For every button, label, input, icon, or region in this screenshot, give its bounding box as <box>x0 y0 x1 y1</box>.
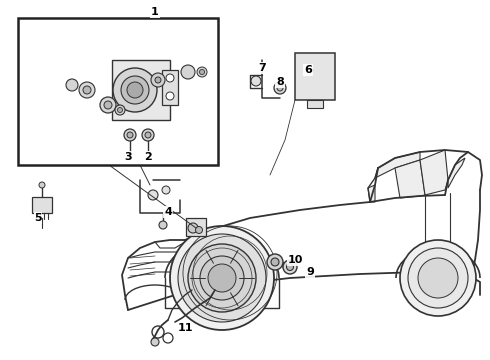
Circle shape <box>287 264 294 270</box>
Text: 9: 9 <box>306 267 314 277</box>
Circle shape <box>66 79 78 91</box>
Bar <box>32 197 52 213</box>
Text: 1: 1 <box>151 7 159 17</box>
Circle shape <box>113 68 157 112</box>
Circle shape <box>178 234 266 322</box>
Circle shape <box>208 264 236 292</box>
Circle shape <box>83 86 91 94</box>
Circle shape <box>170 226 274 330</box>
Circle shape <box>104 101 112 109</box>
Circle shape <box>197 67 207 77</box>
Circle shape <box>118 108 122 112</box>
Bar <box>295 53 335 100</box>
Circle shape <box>159 221 167 229</box>
Circle shape <box>418 258 458 298</box>
Bar <box>186 218 206 236</box>
Text: 6: 6 <box>304 65 312 75</box>
Circle shape <box>188 223 198 233</box>
Polygon shape <box>420 150 448 195</box>
Text: 2: 2 <box>144 152 152 162</box>
Polygon shape <box>375 152 420 178</box>
Circle shape <box>124 129 136 141</box>
Circle shape <box>277 85 283 91</box>
Circle shape <box>166 74 174 82</box>
Circle shape <box>121 76 149 104</box>
Circle shape <box>145 132 151 138</box>
Circle shape <box>271 258 279 266</box>
Circle shape <box>148 190 158 200</box>
Polygon shape <box>368 185 375 202</box>
Circle shape <box>115 105 125 115</box>
Circle shape <box>400 240 476 316</box>
Circle shape <box>181 65 195 79</box>
Circle shape <box>142 129 154 141</box>
Text: 8: 8 <box>276 77 284 87</box>
Circle shape <box>283 260 297 274</box>
Circle shape <box>162 186 170 194</box>
Circle shape <box>274 82 286 94</box>
Circle shape <box>199 69 204 75</box>
Text: 3: 3 <box>124 152 132 162</box>
Circle shape <box>151 338 159 346</box>
Circle shape <box>151 73 165 87</box>
Polygon shape <box>395 160 425 198</box>
Circle shape <box>155 77 161 83</box>
Circle shape <box>127 82 143 98</box>
Circle shape <box>408 248 468 308</box>
Circle shape <box>267 254 283 270</box>
Bar <box>307 100 323 108</box>
Circle shape <box>79 82 95 98</box>
Bar <box>162 70 178 105</box>
Bar <box>18 18 218 165</box>
Circle shape <box>100 97 116 113</box>
Circle shape <box>196 226 202 234</box>
Circle shape <box>188 244 256 312</box>
Circle shape <box>39 182 45 188</box>
Text: 10: 10 <box>287 255 303 265</box>
Text: 5: 5 <box>34 213 42 223</box>
Text: 4: 4 <box>164 207 172 217</box>
Text: 11: 11 <box>177 323 193 333</box>
Circle shape <box>166 92 174 100</box>
Bar <box>112 60 170 120</box>
Circle shape <box>127 132 133 138</box>
Circle shape <box>200 256 244 300</box>
Polygon shape <box>448 158 465 188</box>
Circle shape <box>251 76 261 86</box>
Text: 7: 7 <box>258 63 266 73</box>
